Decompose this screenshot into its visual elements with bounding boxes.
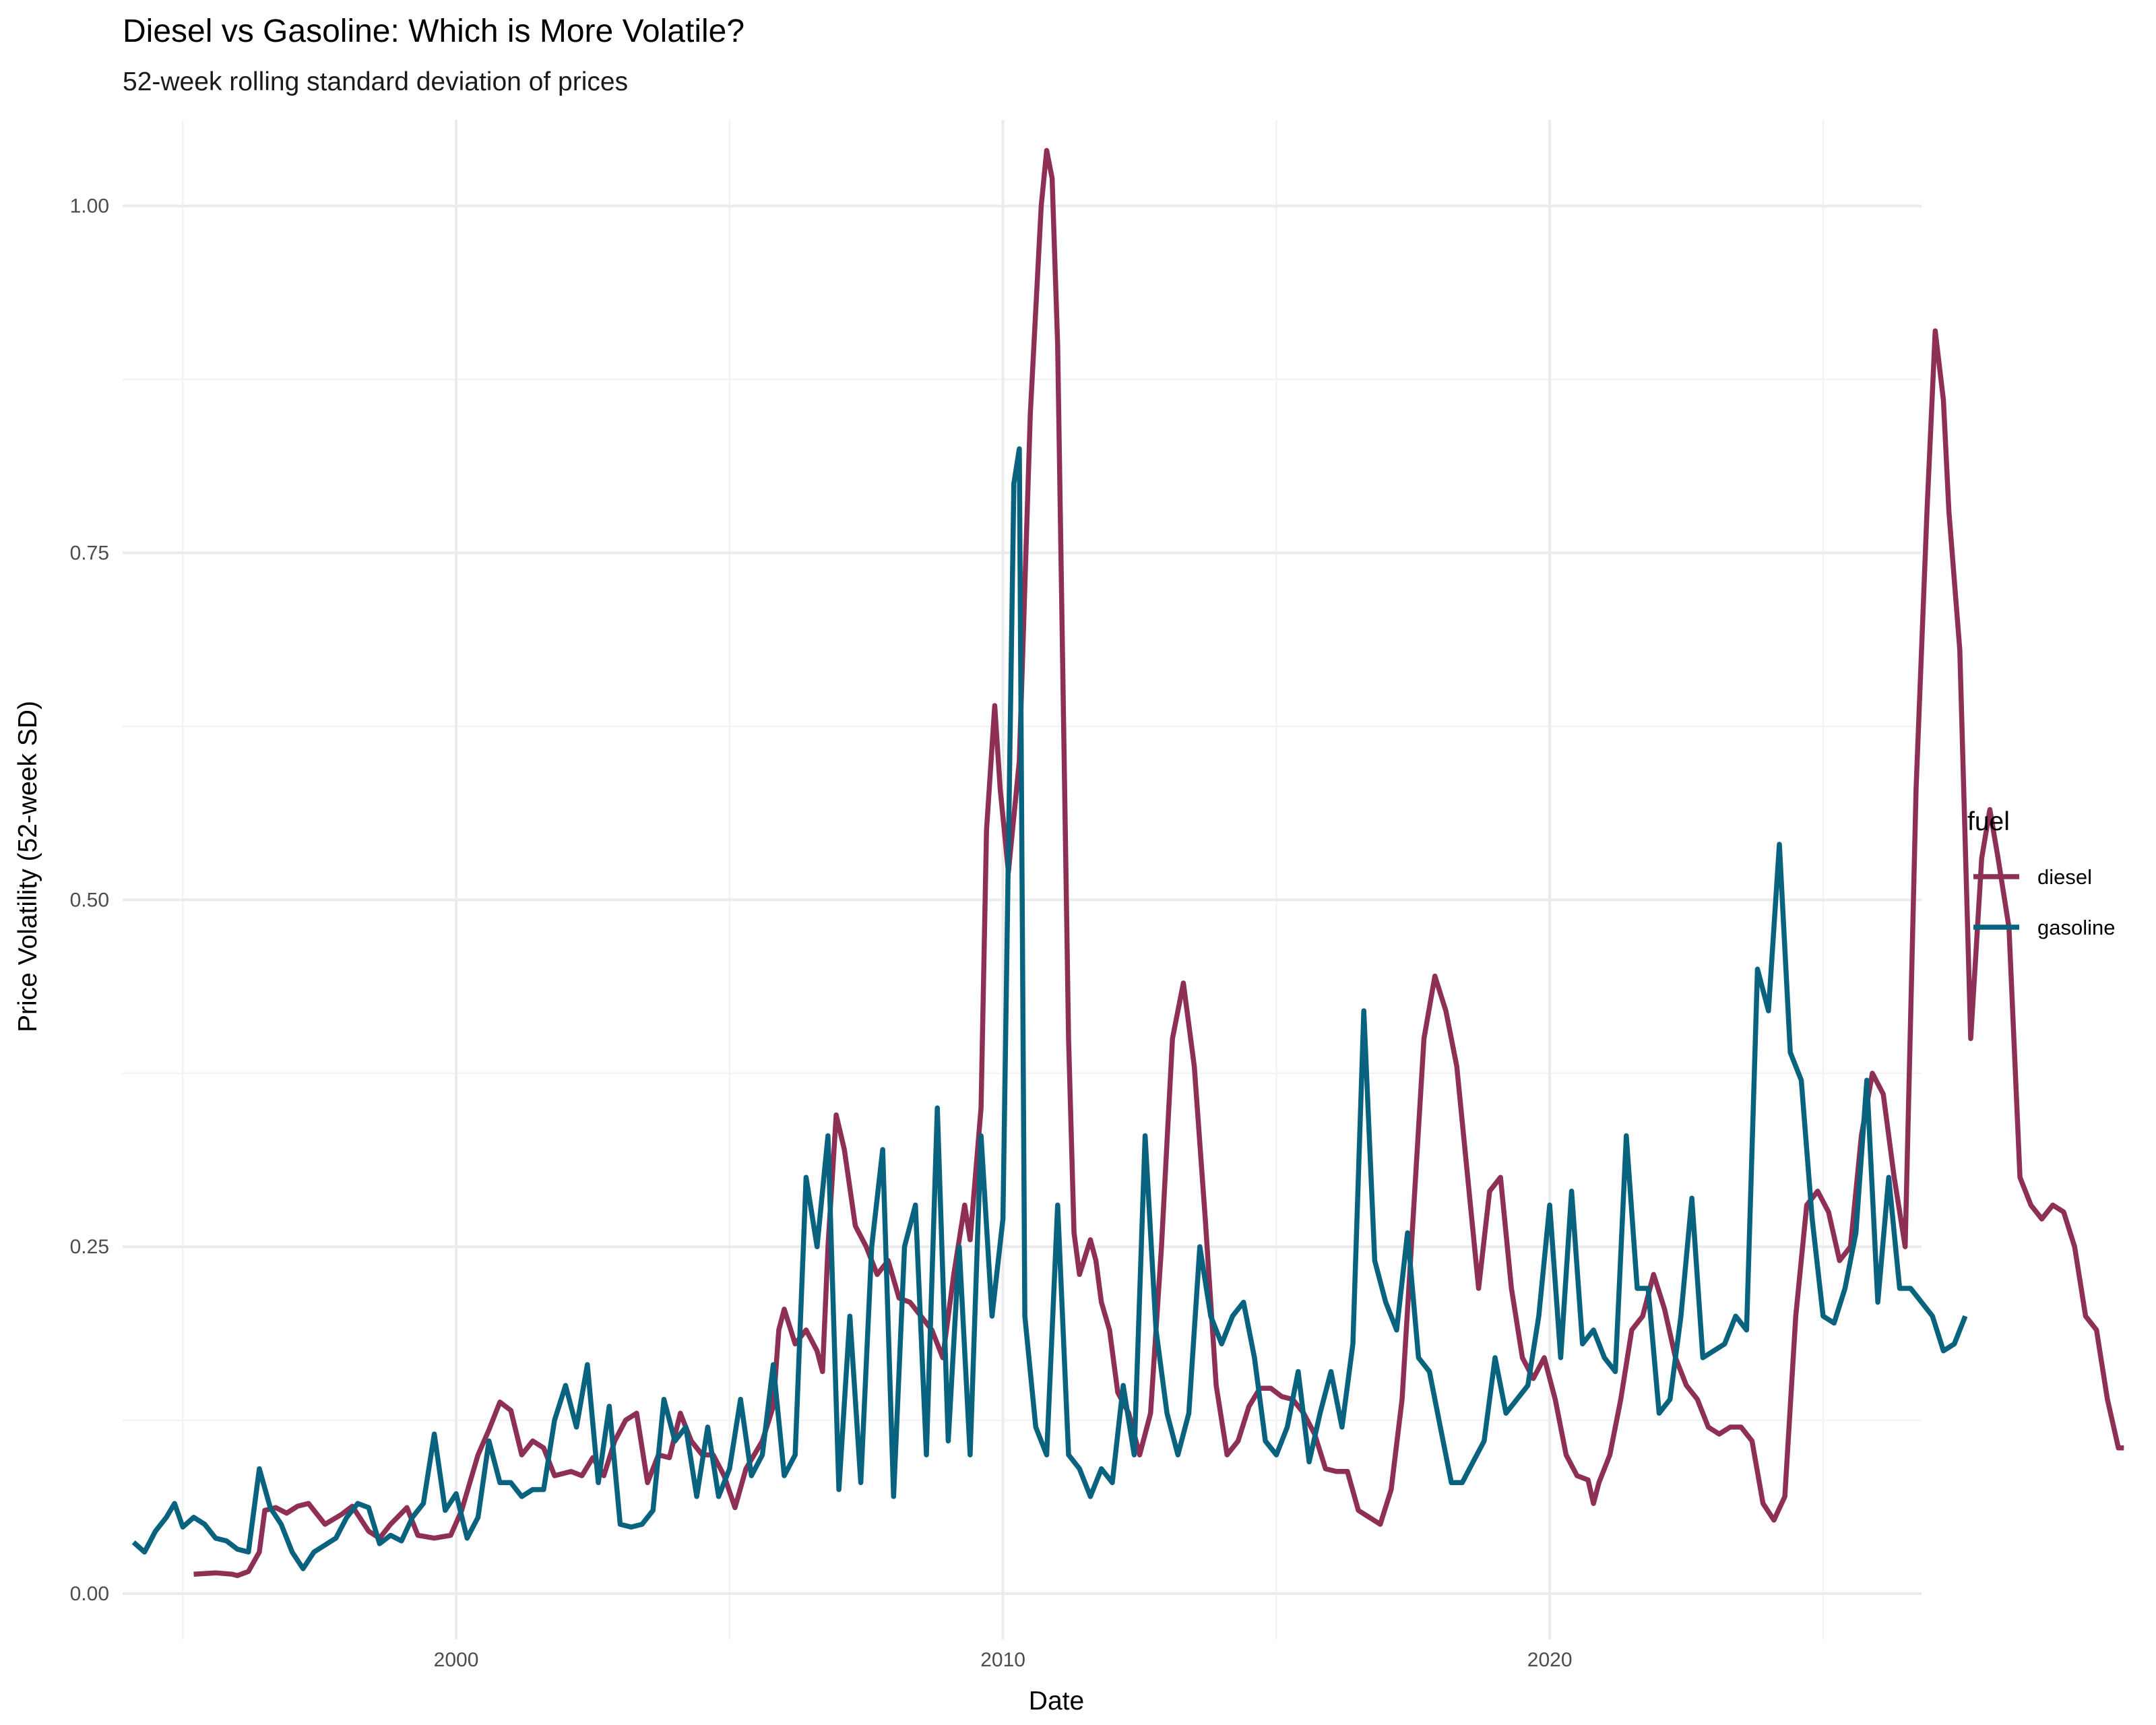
chart-subtitle: 52-week rolling standard deviation of pr… [123, 67, 628, 96]
chart-title: Diesel vs Gasoline: Which is More Volati… [123, 13, 744, 49]
legend-label-diesel: diesel [2037, 865, 2092, 889]
x-tick-label: 2010 [980, 1649, 1025, 1671]
y-axis-tick-labels: 0.00 0.25 0.50 0.75 1.00 [70, 195, 109, 1605]
y-tick-label: 0.25 [70, 1236, 109, 1258]
y-tick-label: 0.50 [70, 889, 109, 911]
x-axis-tick-labels: 2000 2010 2020 [434, 1649, 1573, 1671]
x-tick-label: 2000 [434, 1649, 479, 1671]
legend-title: fuel [1967, 807, 2010, 836]
x-axis-title: Date [1029, 1687, 1084, 1716]
legend: fuel diesel gasoline [1967, 807, 2115, 939]
y-tick-label: 0.00 [70, 1583, 109, 1605]
y-axis-title: Price Volatility (52-week SD) [13, 701, 42, 1032]
legend-label-gasoline: gasoline [2037, 916, 2115, 939]
x-tick-label: 2020 [1527, 1649, 1573, 1671]
series-line-gasoline [131, 446, 1968, 1571]
y-tick-label: 0.75 [70, 542, 109, 565]
series-lines [131, 148, 2124, 1579]
y-tick-label: 1.00 [70, 195, 109, 218]
